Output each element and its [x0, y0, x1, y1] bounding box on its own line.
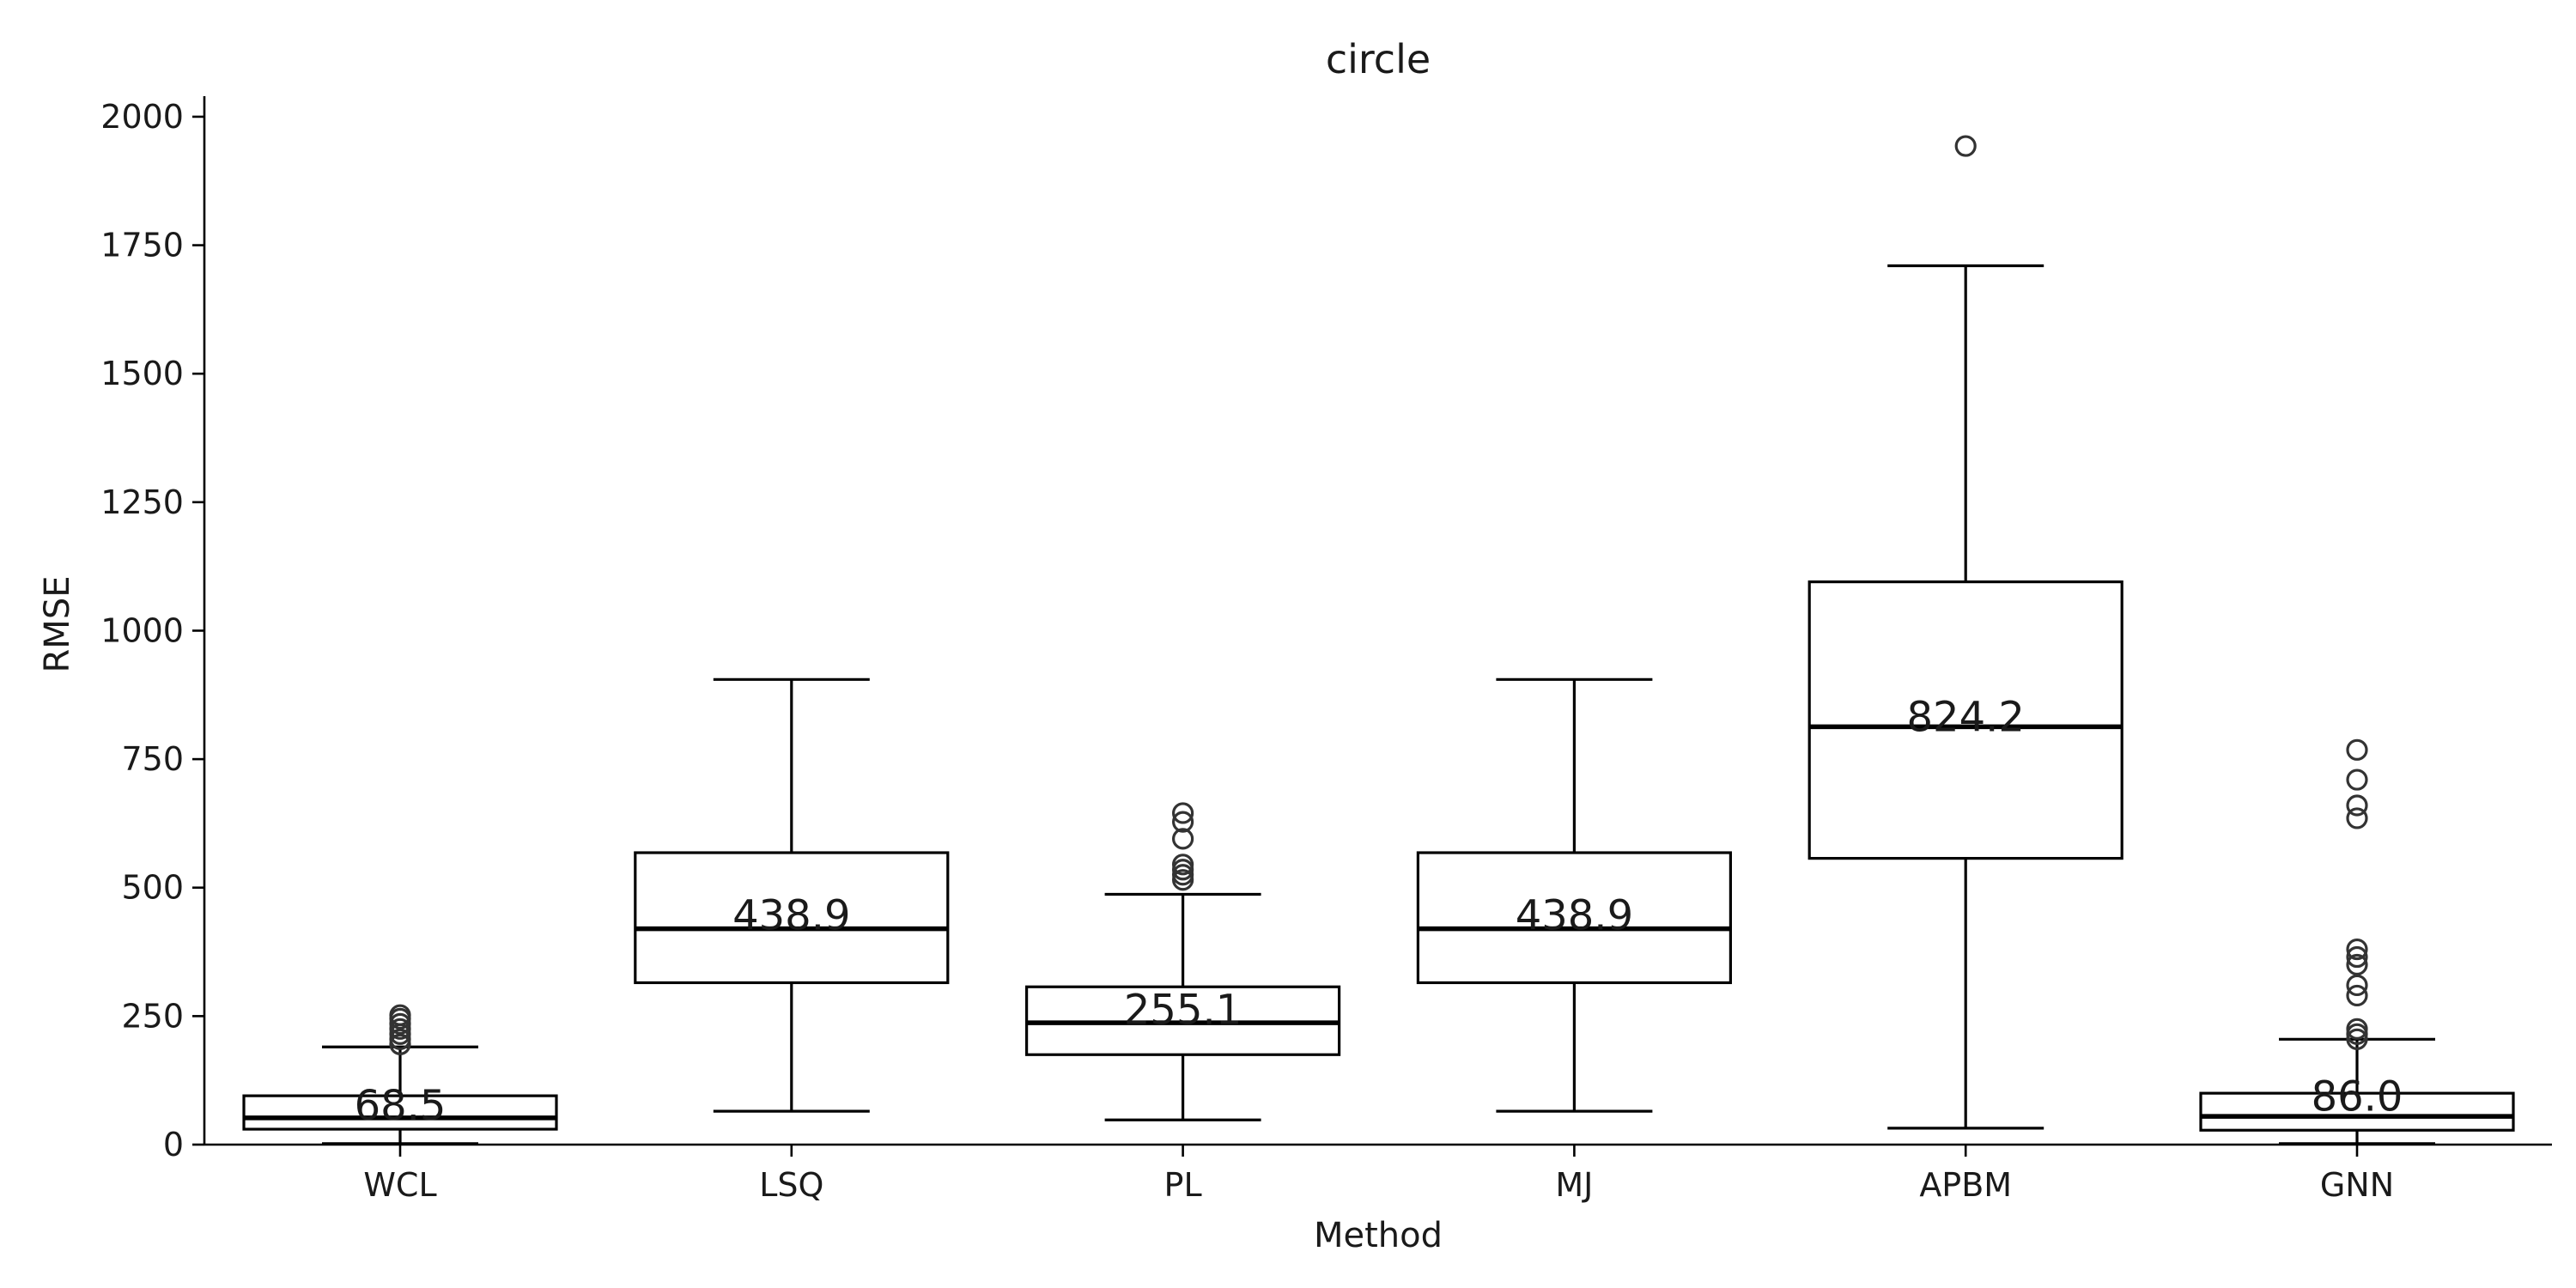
mean-value-label: 438.9: [732, 891, 850, 939]
y-tick-label: 500: [121, 869, 184, 907]
iqr-box: [1807, 580, 2123, 860]
box-pl: 255.1: [1024, 802, 1341, 1121]
y-tick-label: 1000: [100, 611, 184, 649]
x-tick-label: LSQ: [759, 1166, 823, 1204]
y-tick-label: 2000: [100, 98, 184, 136]
y-tick-label: 1500: [100, 355, 184, 392]
box-gnn: 86.0: [2199, 738, 2515, 1145]
outlier-point: [1171, 854, 1194, 876]
outlier-point: [1171, 811, 1194, 833]
x-tick-label: PL: [1164, 1166, 1202, 1204]
y-tick-label: 1750: [100, 227, 184, 264]
y-axis-label: RMSE: [38, 576, 77, 673]
x-axis-label: Method: [1314, 1216, 1443, 1255]
box-wcl: 68.5: [242, 1004, 558, 1145]
y-tick-label: 750: [121, 740, 184, 778]
mean-value-label: 68.5: [355, 1082, 447, 1130]
x-tick-label: APBM: [1919, 1166, 2012, 1204]
outlier-point: [2346, 1018, 2368, 1040]
mean-value-label: 255.1: [1124, 986, 1242, 1034]
outlier-point: [2346, 938, 2368, 961]
outlier-point: [2346, 769, 2368, 791]
outlier-point: [2346, 738, 2368, 761]
outlier-point: [2346, 984, 2368, 1007]
y-axis-ticks: 0 250 500 750 1000 1250 1500 1750 2000: [100, 98, 204, 1163]
x-axis-ticks: WCL LSQ PL MJ APBM GNN: [363, 1145, 2394, 1204]
chart-title: circle: [1326, 36, 1431, 82]
x-tick-label: GNN: [2320, 1166, 2394, 1204]
x-tick-label: MJ: [1555, 1166, 1593, 1204]
y-tick-label: 250: [121, 997, 184, 1035]
x-tick-label: WCL: [363, 1166, 436, 1204]
iqr-box: [242, 1094, 558, 1131]
y-tick-label: 0: [163, 1126, 184, 1163]
box-apbm: 824.2: [1807, 135, 2123, 1130]
y-tick-label: 1250: [100, 483, 184, 521]
mean-value-label: 438.9: [1516, 891, 1633, 939]
outlier-point: [1954, 135, 1977, 157]
outlier-point: [389, 1004, 411, 1026]
outlier-point: [1171, 828, 1194, 850]
mean-value-label: 824.2: [1906, 694, 2024, 742]
outlier-point: [2346, 945, 2368, 969]
box-lsq: 438.9: [634, 677, 950, 1113]
mean-value-label: 86.0: [2312, 1073, 2403, 1121]
outlier-point: [2346, 953, 2368, 976]
outlier-point: [2346, 974, 2368, 997]
outlier-point: [2346, 807, 2368, 829]
box-mj: 438.9: [1416, 677, 1733, 1113]
iqr-box: [2199, 1091, 2515, 1132]
outlier-point: [1171, 802, 1194, 824]
outlier-point: [2346, 794, 2368, 817]
iqr-box: [1416, 851, 1733, 985]
iqr-box: [634, 851, 950, 985]
box-series: 68.5 438.9 255.1 438.9 824.2 86.0: [242, 135, 2515, 1145]
